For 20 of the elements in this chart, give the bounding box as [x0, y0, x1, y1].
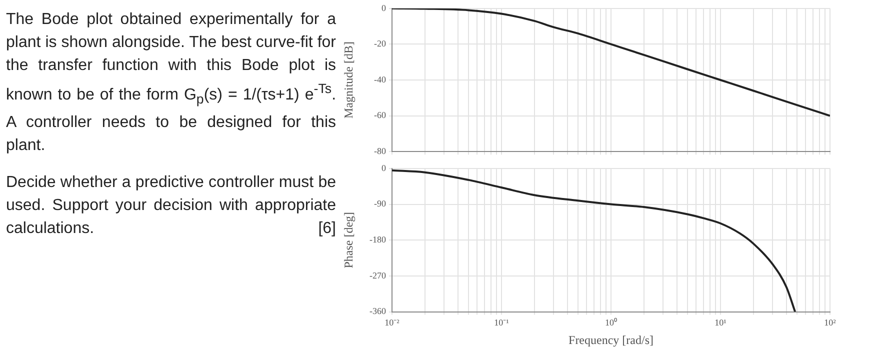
- x-tick-label: 10²: [824, 318, 836, 328]
- y-axis-title: Magnitude [dB]: [341, 42, 356, 118]
- text: [6]: [318, 218, 336, 239]
- x-tick-label: 10¹: [714, 318, 727, 328]
- y-tick-label: -90: [374, 198, 386, 209]
- y-tick-label: 0: [382, 2, 386, 13]
- text: The Bode plot obtained experimentally for a plant is shown alongside. The best curve-fit for the transfer function with this Bode plot is known to be of the form G$_{p}$(s) = 1/(τs+1) e$^{-Ts}$. A controller needs to be designed for this plant.: [6, 11, 336, 154]
- x-tick-label: 10⁰: [605, 318, 617, 328]
- x-tick-label: 10⁻²: [384, 318, 400, 328]
- y-tick-label: -20: [374, 38, 386, 49]
- y-tick-label: -60: [374, 110, 386, 120]
- x-tick-label: 10⁻¹: [494, 318, 510, 328]
- y-tick-label: 0: [382, 162, 386, 173]
- y-tick-label: -360: [370, 306, 386, 316]
- y-tick-label: -80: [374, 146, 386, 156]
- y-axis-title: Phase [deg]: [341, 212, 356, 268]
- y-tick-label: -40: [374, 74, 386, 84]
- y-tick-label: -270: [370, 270, 386, 280]
- x-axis-title: Frequency [rad/s]: [568, 332, 654, 347]
- y-tick-label: -180: [370, 234, 386, 244]
